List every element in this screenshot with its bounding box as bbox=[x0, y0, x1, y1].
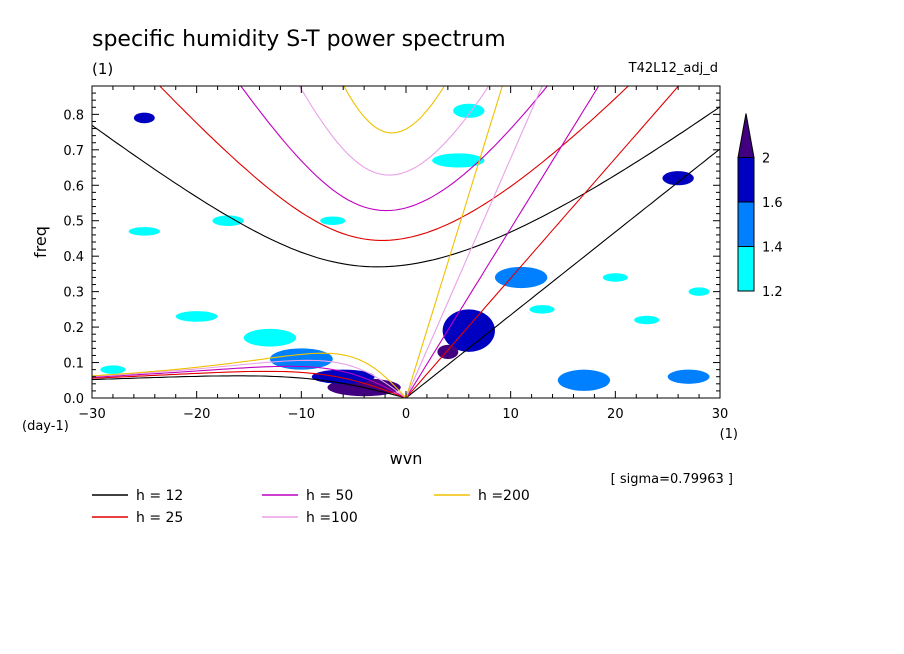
spectral-peak bbox=[688, 287, 710, 296]
run-label: T42L12_adj_d bbox=[628, 61, 718, 76]
dispersion-curve bbox=[405, 148, 720, 398]
spectral-peak bbox=[311, 369, 375, 384]
y-tick-label: 0.7 bbox=[63, 144, 84, 159]
colorbar-extend-arrow bbox=[737, 113, 755, 158]
x-tick-label: 30 bbox=[712, 407, 729, 422]
y-tick-label: 0.6 bbox=[63, 179, 84, 194]
spectral-peak bbox=[432, 153, 485, 168]
y-tick-label: 0.5 bbox=[63, 215, 84, 230]
x-tick-label: 10 bbox=[502, 407, 519, 422]
x-tick-label: 20 bbox=[607, 407, 624, 422]
dispersion-curve bbox=[405, 86, 543, 398]
dispersion-curve bbox=[405, 86, 503, 398]
x-tick-label: 0 bbox=[402, 407, 410, 422]
colorbar-segment bbox=[737, 157, 755, 203]
dispersion-curve bbox=[92, 365, 407, 398]
legend-label: h = 25 bbox=[136, 510, 183, 526]
dispersion-curve bbox=[92, 359, 407, 398]
colorbar-label: 1.2 bbox=[762, 285, 783, 300]
spectral-peak bbox=[320, 216, 346, 225]
dispersion-curve bbox=[92, 106, 720, 268]
x-tick-label: −10 bbox=[288, 407, 315, 422]
x-tick-label: −20 bbox=[183, 407, 210, 422]
spectral-peak bbox=[667, 369, 710, 384]
sigma-note: [ sigma=0.79963 ] bbox=[611, 472, 733, 487]
legend-label: h = 50 bbox=[306, 488, 353, 504]
dispersion-curve bbox=[343, 86, 445, 134]
chart-title: specific humidity S-T power spectrum bbox=[92, 27, 506, 52]
spectral-peak bbox=[175, 311, 218, 322]
y-tick-label: 0.1 bbox=[63, 357, 84, 372]
y-tick-label: 0.0 bbox=[63, 392, 84, 407]
y-tick-label: 0.3 bbox=[63, 286, 84, 301]
colorbar-segment bbox=[737, 246, 755, 292]
legend-label: h = 12 bbox=[136, 488, 183, 504]
x-tick-label: −30 bbox=[78, 407, 105, 422]
colorbar: 1.2 1.4 1.6 2 bbox=[737, 113, 783, 300]
colorbar-segment bbox=[737, 201, 755, 247]
y-tick-label: 0.4 bbox=[63, 250, 84, 265]
colorbar-label: 1.6 bbox=[762, 196, 783, 211]
x-axis: −30 −20 −10 0 10 20 30 bbox=[78, 86, 728, 422]
spectral-peak bbox=[529, 305, 555, 314]
dispersion-curve bbox=[92, 352, 407, 398]
spectral-peak bbox=[212, 215, 244, 227]
legend-label: h =100 bbox=[306, 510, 358, 526]
spectral-peak bbox=[100, 365, 126, 374]
x-axis-label: wvn bbox=[390, 449, 423, 468]
spectral-peak bbox=[133, 112, 155, 124]
dispersion-curves bbox=[92, 86, 720, 398]
y-axis-unit: (day-1) bbox=[22, 419, 69, 434]
y-axis: 0.0 0.1 0.2 0.3 0.4 0.5 0.6 0.7 0.8 bbox=[63, 85, 720, 407]
spectral-peak bbox=[494, 266, 548, 289]
legend-label: h =200 bbox=[478, 488, 530, 504]
y-tick-label: 0.2 bbox=[63, 321, 84, 336]
dispersion-curve bbox=[92, 370, 407, 398]
spectral-peak bbox=[634, 315, 660, 325]
colorbar-label: 1.4 bbox=[762, 241, 783, 256]
spectral-peak bbox=[662, 171, 694, 186]
spectral-peak bbox=[602, 273, 628, 282]
dispersion-curve bbox=[298, 86, 490, 176]
legend: h = 12 h = 25 h = 50 h =100 h =200 bbox=[92, 488, 530, 526]
dispersion-curve bbox=[405, 86, 680, 398]
y-tick-label: 0.8 bbox=[63, 108, 84, 123]
spectral-peak bbox=[128, 227, 161, 236]
x-axis-unit: (1) bbox=[720, 427, 738, 442]
dispersion-curve bbox=[240, 86, 549, 212]
spectral-peak bbox=[437, 344, 459, 359]
dispersion-curve bbox=[158, 86, 630, 241]
dispersion-curve bbox=[92, 375, 407, 398]
plot-area: −30 −20 −10 0 10 20 30 0.00.10.20.30.40.50.60.… bbox=[63, 85, 728, 422]
dispersion-curve bbox=[405, 86, 600, 398]
spectral-peak bbox=[557, 369, 611, 391]
colorbar-label: 2 bbox=[762, 152, 770, 167]
plot-background bbox=[92, 86, 720, 398]
chart-subtitle: (1) bbox=[92, 60, 113, 78]
y-axis-label: freq bbox=[31, 226, 50, 258]
spectral-peak bbox=[453, 103, 485, 118]
spectral-peak bbox=[243, 328, 297, 347]
